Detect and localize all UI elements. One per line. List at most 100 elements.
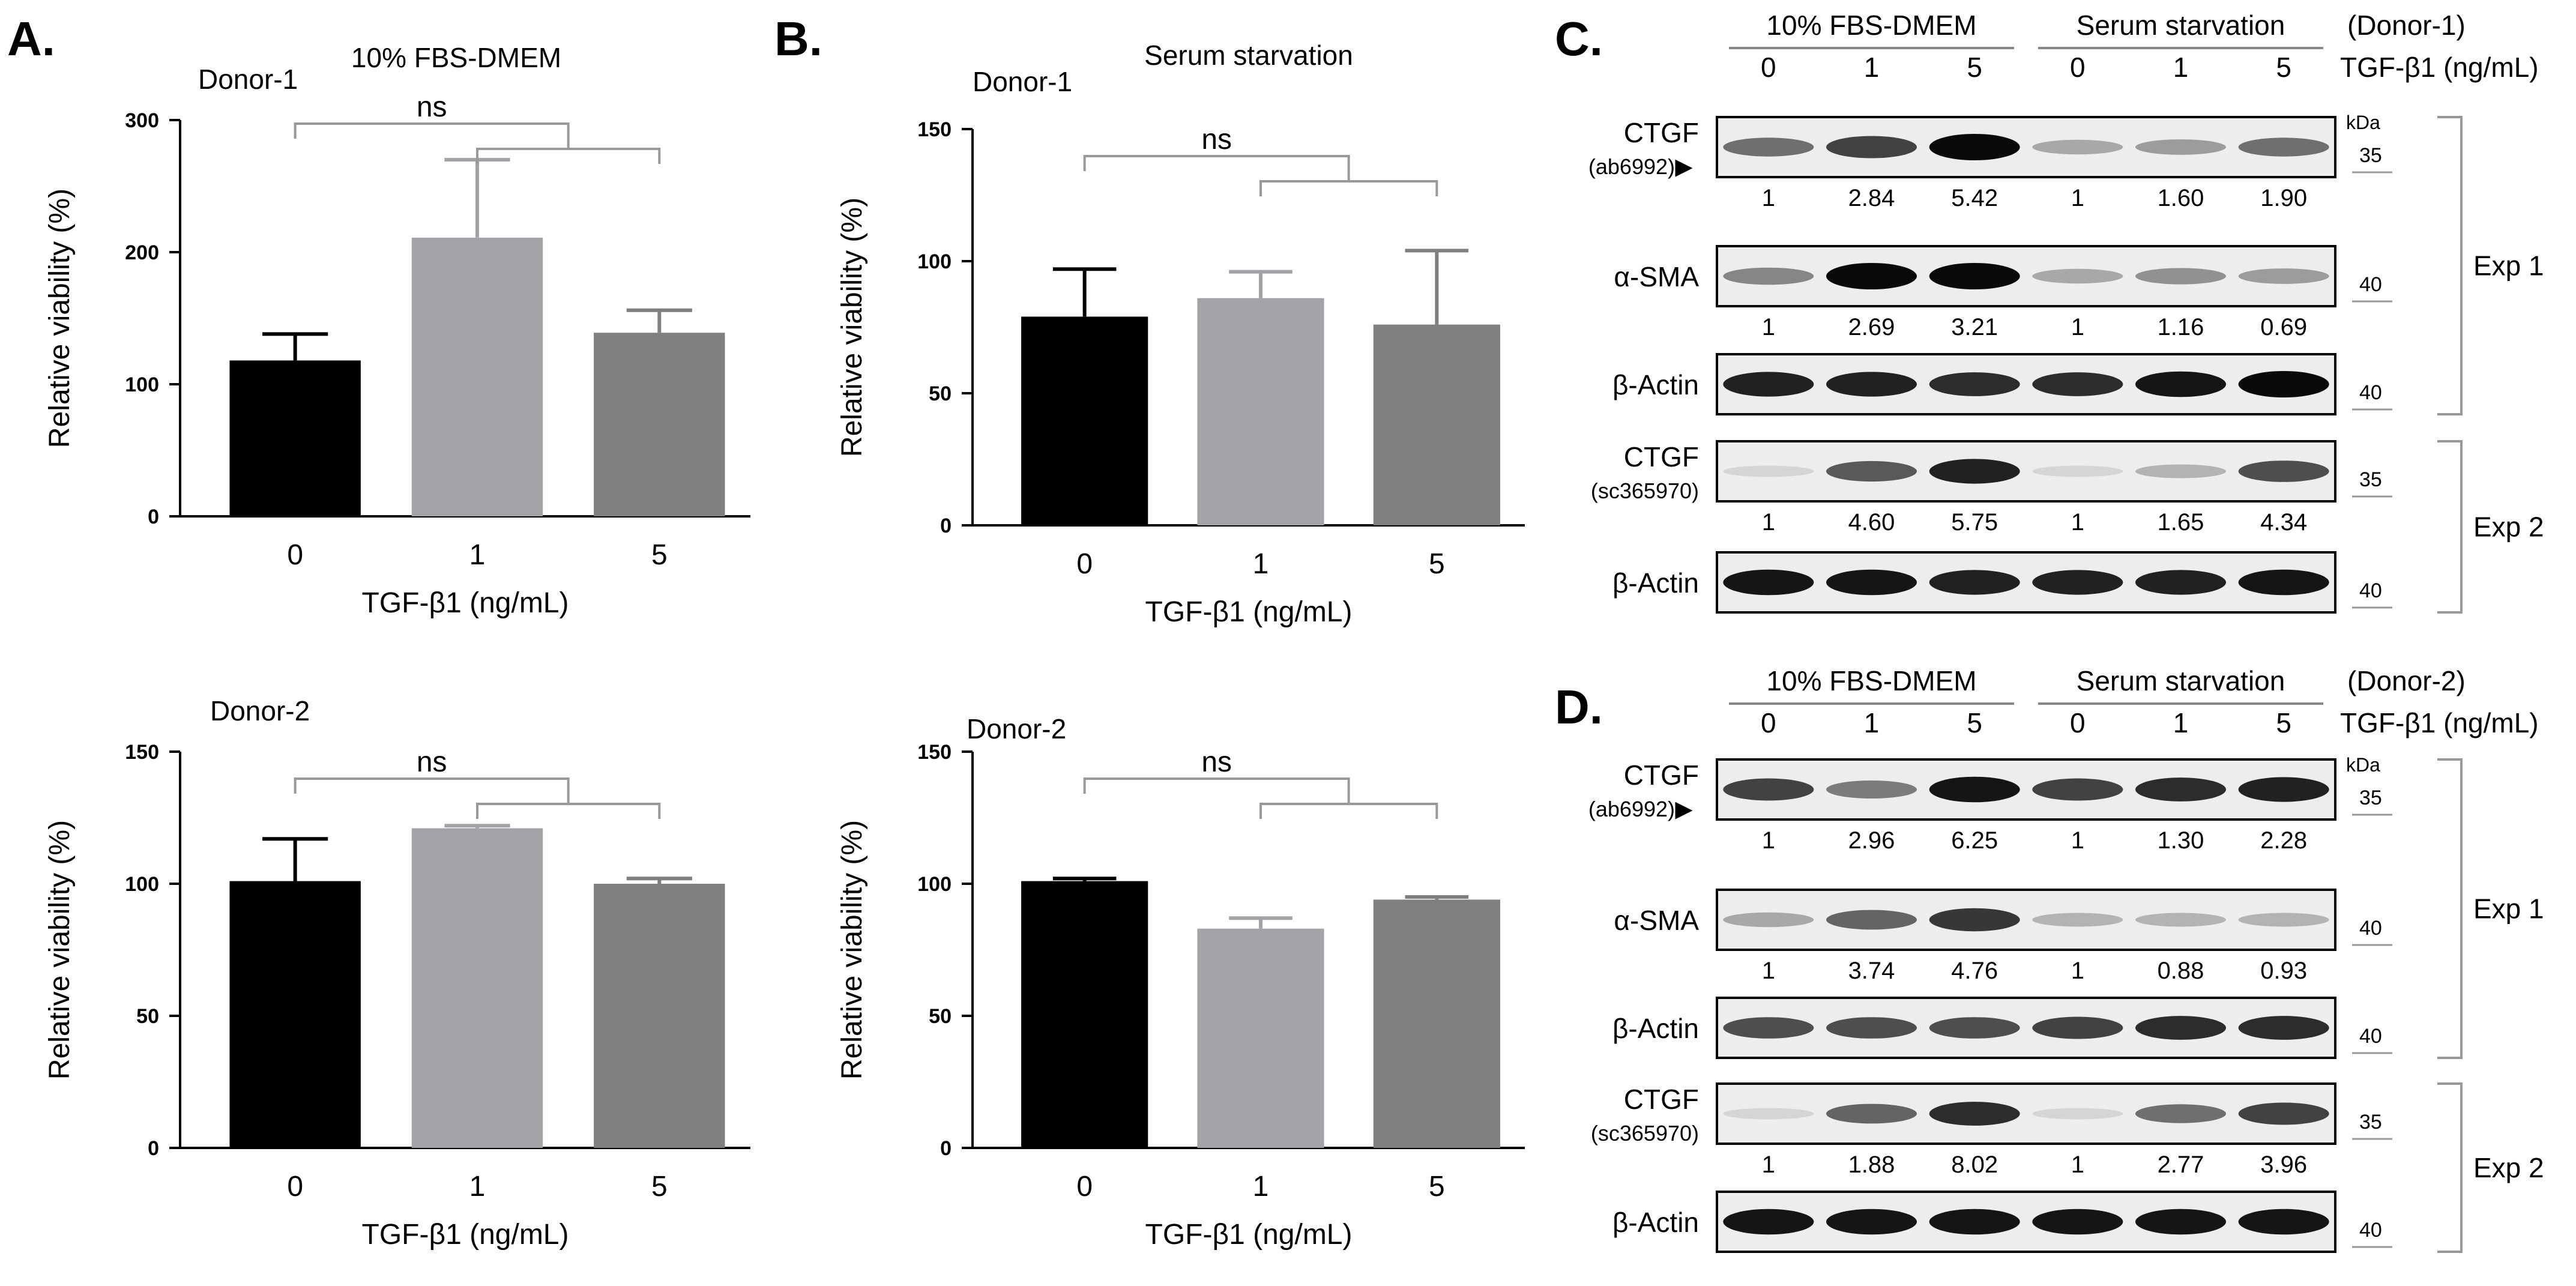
band-arrow-icon: ▶: [1675, 154, 1693, 180]
panel-label-a: A.: [7, 12, 55, 65]
blot-band: [1723, 778, 1814, 801]
lane-label: 0: [2070, 52, 2086, 83]
protein-label: CTGF: [1624, 1084, 1699, 1115]
blot-band: [1929, 570, 2020, 595]
x-axis-label: TGF-β1 (ng/mL): [1145, 1219, 1353, 1251]
blot-membrane: [1716, 245, 2336, 307]
blot-row: β-Actin 40: [1612, 1191, 2392, 1253]
lane-label: 1: [1864, 52, 1880, 83]
bar-chart-b2: 0 50 100 150 0 1 5 TGF-β1 (ng/mL) Relative viabi…: [836, 713, 1525, 1251]
blot-band: [2032, 913, 2123, 927]
lane-label: 5: [2276, 52, 2291, 83]
chart-title: Serum starvation: [1144, 40, 1353, 71]
protein-label: β-Actin: [1612, 369, 1699, 400]
significance-bracket: [294, 777, 570, 804]
blot-band: [2238, 1016, 2329, 1040]
panel-label-d: D.: [1555, 680, 1603, 734]
mw-marker-label: 35: [2359, 144, 2382, 167]
significance-label: ns: [1201, 124, 1232, 155]
y-tick-label: 100: [917, 873, 952, 896]
blot-band: [1826, 136, 1917, 158]
kda-label: kDa: [2346, 754, 2380, 776]
blot-band: [2238, 268, 2329, 284]
blot-row: CTGF (ab6992) ▶ kDa 35 1 2.84 5.42 1 1.60 1.90: [1588, 112, 2392, 211]
blot-band: [2032, 778, 2123, 801]
panel-label-c: C.: [1555, 12, 1603, 65]
y-tick-label: 100: [125, 873, 159, 896]
mw-marker-label: 40: [2359, 917, 2382, 940]
x-tick-label: 5: [1429, 548, 1445, 580]
group-label: 10% FBS-DMEM: [1766, 10, 1976, 41]
experiment-label: Exp 2: [2473, 1152, 2544, 1183]
y-axis-label: Relative viability (%): [44, 189, 76, 448]
blot-band: [2032, 372, 2123, 396]
blot-band: [2032, 465, 2123, 477]
blot-band: [2135, 371, 2227, 397]
blot-membrane: [1716, 758, 2336, 821]
blot-band: [1929, 263, 2020, 289]
bar: [411, 237, 543, 516]
blot-band: [2135, 1104, 2227, 1123]
x-tick-label: 1: [469, 539, 486, 571]
x-tick-label: 5: [1429, 1171, 1445, 1203]
blot-band: [1723, 569, 1814, 596]
blot-band: [1929, 134, 2020, 160]
band-quantification: 0.88: [2158, 958, 2204, 984]
band-quantification: 5.42: [1951, 185, 1998, 211]
donor-label: (Donor-1): [2347, 10, 2466, 41]
experiment-bracket: [2437, 758, 2463, 1059]
band-quantification: 2.77: [2158, 1152, 2204, 1178]
y-tick-label: 0: [148, 506, 159, 528]
band-quantification: 2.69: [1848, 314, 1895, 340]
bar-chart-a1: 0 100 200 300 0 1 5 TGF-β1 (ng/mL) Relative viab…: [44, 42, 750, 619]
x-tick-label: 5: [651, 539, 668, 571]
band-quantification: 3.74: [1848, 958, 1895, 984]
blot-band: [1826, 1209, 1917, 1235]
blot-band: [2135, 139, 2227, 155]
bar: [229, 360, 361, 516]
blot-band: [1826, 460, 1917, 482]
blot-band: [2238, 913, 2329, 927]
blot-band: [1826, 910, 1917, 930]
band-quantification: 6.25: [1951, 827, 1998, 854]
blot-band: [1826, 372, 1917, 397]
band-quantification: 1: [2071, 1152, 2084, 1178]
mw-marker-label: 40: [2359, 579, 2382, 602]
band-quantification: 1: [2071, 958, 2084, 984]
donor-label: Donor-2: [967, 713, 1066, 744]
group-label: 10% FBS-DMEM: [1766, 665, 1976, 696]
western-blot-d: 10% FBS-DMEM Serum starvation (Donor-2) 0 1 5…: [1588, 665, 2544, 1253]
protein-label: α-SMA: [1614, 261, 1699, 292]
blot-band: [2032, 268, 2123, 284]
band-quantification: 0.69: [2260, 314, 2307, 340]
blot-band: [1826, 1103, 1917, 1124]
bar: [1197, 928, 1324, 1148]
blot-row: β-Actin 40: [1612, 353, 2392, 415]
blot-band: [2135, 1209, 2227, 1235]
bar-chart-b1: 0 50 100 150 0 1 5 TGF-β1 (ng/mL) Relative viabi…: [836, 40, 1525, 628]
significance-bracket: [476, 148, 661, 164]
blot-membrane: [1716, 997, 2336, 1059]
lane-label: 5: [1967, 52, 1982, 83]
lane-label: 0: [1761, 52, 1776, 83]
blot-membrane: [1716, 1191, 2336, 1253]
treatment-label: TGF-β1 (ng/mL): [2340, 52, 2539, 83]
blot-band: [2135, 913, 2227, 927]
significance-bracket: [294, 122, 570, 149]
band-quantification: 1: [1762, 314, 1775, 340]
blot-membrane: [1716, 440, 2336, 503]
band-quantification: 0.93: [2260, 958, 2307, 984]
significance-bracket: [1083, 777, 1350, 804]
experiment-label: Exp 2: [2473, 512, 2544, 543]
band-quantification: 1: [2071, 827, 2084, 854]
band-quantification: 1: [2071, 509, 2084, 536]
band-quantification: 1.65: [2158, 509, 2204, 536]
blot-membrane: [1716, 116, 2336, 178]
band-quantification: 1: [2071, 185, 2084, 211]
band-quantification: 1.90: [2260, 185, 2307, 211]
blot-band: [1826, 569, 1917, 596]
blot-membrane: [1716, 353, 2336, 415]
y-tick-label: 50: [929, 1005, 952, 1028]
lane-label: 5: [1967, 707, 1982, 738]
